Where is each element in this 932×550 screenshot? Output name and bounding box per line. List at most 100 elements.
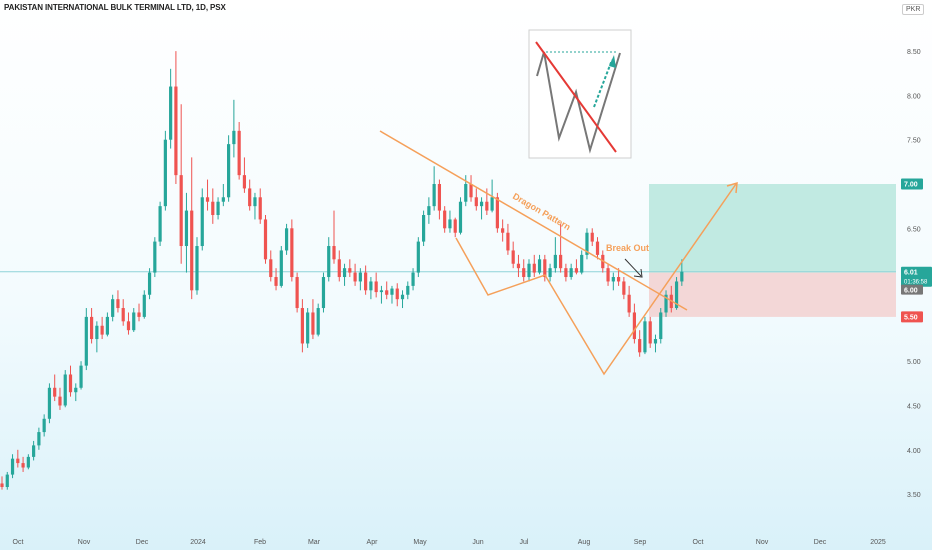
candle-body: [548, 268, 552, 278]
stop-price-badge-bg: [901, 311, 923, 323]
candle-body: [321, 277, 326, 309]
time-tick-label: Aug: [578, 539, 591, 546]
candle-body: [443, 210, 447, 229]
time-tick-label: Feb: [254, 539, 266, 546]
candle-body: [501, 228, 505, 233]
candle-body: [179, 175, 183, 247]
stop-price-badge: 5.50: [901, 311, 923, 323]
candle-body: [89, 316, 94, 340]
candle-body: [358, 272, 362, 282]
candle-body: [5, 474, 9, 488]
candle-body: [300, 308, 304, 344]
time-tick-label: May: [413, 539, 427, 546]
candle-body: [200, 197, 204, 247]
candle-body: [611, 277, 615, 282]
candle-body: [232, 130, 236, 145]
price-tick-label: 4.00: [907, 448, 921, 455]
candle-body: [427, 206, 431, 216]
stop-zone: [649, 272, 896, 317]
price-tick-label: 5.00: [907, 359, 921, 366]
candle-body: [290, 228, 294, 278]
inset-trendline: [535, 41, 617, 153]
candle-body: [638, 339, 642, 353]
candle-body: [42, 418, 46, 433]
candle-body: [664, 294, 668, 313]
candle-body: [111, 299, 115, 317]
price-tick-label: 7.50: [907, 138, 921, 145]
candle-body: [58, 396, 62, 406]
price-tick-label: 6.50: [907, 226, 921, 233]
candle-body: [205, 197, 210, 202]
candle-body: [458, 201, 463, 233]
candle-body: [227, 144, 231, 198]
candle-body: [237, 130, 241, 176]
chart-title: PAKISTAN INTERNATIONAL BULK TERMINAL LTD…: [4, 3, 226, 12]
candle-body: [47, 387, 52, 419]
candle-body: [543, 259, 547, 278]
candle-body: [469, 184, 473, 198]
time-tick-label: Apr: [367, 539, 379, 546]
candle-body: [516, 263, 521, 269]
candle-body: [274, 277, 278, 286]
candle-body: [100, 325, 104, 335]
candle-body: [659, 312, 663, 340]
time-tick-label: 2024: [190, 539, 206, 546]
breakout-label: Break Out: [606, 243, 649, 253]
candle-body: [580, 254, 584, 273]
price-tick-label: 8.00: [907, 93, 921, 100]
candle-body: [479, 201, 484, 207]
candle-body: [474, 197, 478, 207]
candle-body: [453, 219, 457, 233]
current-price-text: 6.01: [904, 270, 918, 277]
candle-body: [406, 285, 410, 295]
time-tick-label: 2025: [870, 539, 886, 546]
target-price-badge-text: 7.00: [904, 182, 918, 189]
candle-body: [142, 294, 146, 317]
candle-body: [648, 321, 652, 344]
candle-body: [21, 463, 25, 468]
time-tick-label: Dec: [814, 539, 827, 546]
candle-body: [606, 268, 610, 282]
candle-body: [158, 206, 162, 242]
current-price-bg: [901, 266, 932, 287]
time-tick-label: Jul: [520, 539, 529, 546]
target-projection: [648, 183, 737, 310]
candle-body: [126, 321, 131, 331]
stop-price-badge-text: 5.50: [904, 314, 918, 321]
candle-body: [26, 456, 30, 468]
currency-button[interactable]: PKR: [902, 4, 925, 15]
time-tick-label: Jun: [472, 539, 483, 546]
entry-price-badge: 6.00: [901, 284, 923, 295]
current-price-badge: 6.01 01:36:58: [901, 266, 932, 287]
candle-body: [327, 246, 331, 278]
candle-body: [37, 432, 41, 446]
candle-body: [195, 246, 199, 291]
candle-body: [242, 175, 247, 189]
candle-body: [400, 294, 405, 300]
candle-body: [10, 458, 15, 475]
candle-body: [511, 250, 515, 264]
candle-body: [74, 387, 78, 393]
candle-body: [564, 268, 568, 278]
time-tick-label: Oct: [693, 539, 704, 546]
candle-body: [369, 281, 373, 291]
candle-body: [153, 241, 157, 273]
candle-body: [0, 483, 4, 488]
time-tick-label: Dec: [136, 539, 149, 546]
candle-body: [332, 246, 336, 260]
candle-body: [342, 268, 347, 278]
candle-body: [263, 219, 268, 260]
candle-body: [258, 197, 262, 220]
entry-price-badge-bg: [901, 284, 923, 295]
position-zones: [0, 184, 896, 317]
candle-body: [16, 458, 20, 464]
inset-breakout-arrow: [593, 59, 613, 108]
candle-body: [522, 268, 526, 278]
candle-body: [147, 272, 152, 295]
candle-body: [574, 268, 579, 273]
candle-body: [174, 86, 178, 176]
price-tick-label: 3.50: [907, 492, 921, 499]
candle-body: [595, 241, 600, 255]
candle-body: [216, 201, 220, 216]
